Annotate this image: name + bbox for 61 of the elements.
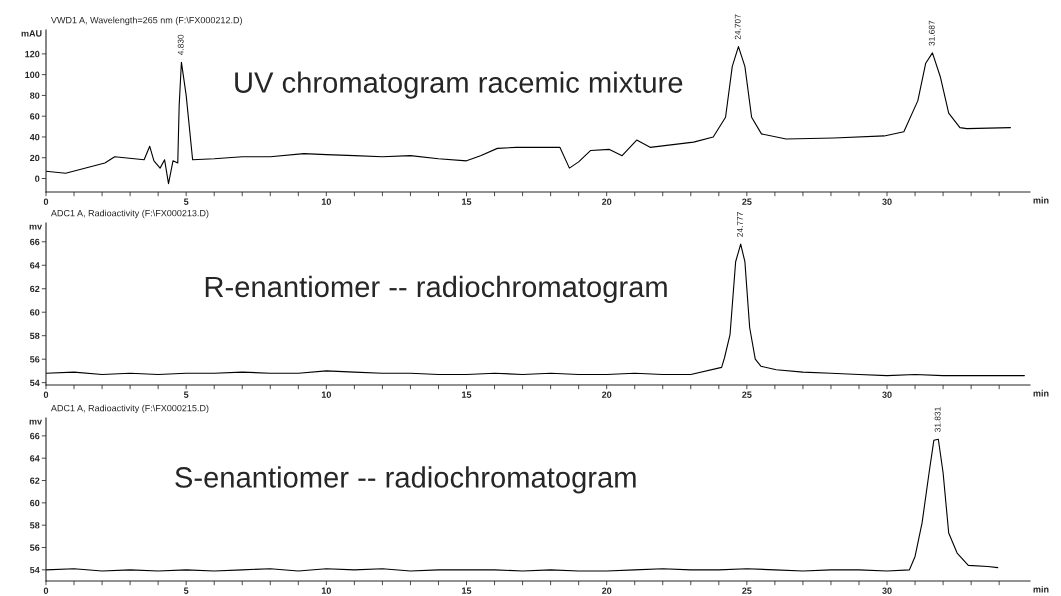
y-tick-label: 56 [29,356,40,363]
x-tick-label: 25 [742,587,752,594]
y-tick-label: 58 [29,522,40,529]
x-tick-label: 20 [601,198,612,205]
x-axis-title: min [1033,585,1049,593]
x-tick-label: 25 [742,391,752,398]
y-tick-label: 0 [35,175,40,182]
annotation: 31.687 [928,20,935,46]
x-tick-label: 15 [462,391,472,398]
y-tick-label: 120 [25,50,40,58]
x-tick-label: 10 [321,587,331,594]
annotation: R-enantiomer -- radiochromatogram [205,275,667,304]
x-tick-label: 30 [882,391,892,398]
annotation: UV chromatogram racemic mixture [235,71,683,99]
y-tick-label: 60 [30,113,40,120]
line-series [46,438,999,572]
x-tick-label: 30 [882,198,892,205]
x-tick-label: 10 [321,391,331,398]
y-tick-label: 54 [29,566,40,574]
line-series [46,243,1025,377]
y-tick-label: 54 [29,379,40,387]
x-tick-label: 0 [43,198,49,205]
x-tick-label: 30 [882,587,892,594]
y-tick-label: 66 [30,432,40,440]
x-tick-label: 20 [601,391,612,398]
y-tick-label: 62 [30,477,40,484]
y-tick-label: 64 [30,455,40,462]
chart-title: ADC1 A, Radioactivity (F:\FX000213.D) [50,209,209,219]
y-tick-label: 56 [29,544,40,551]
annotation: 31.831 [934,407,941,432]
annotation: 24.707 [734,14,741,40]
annotation: 24.777 [737,212,743,237]
x-axis-title: min [1033,196,1049,204]
x-tick-label: 15 [462,587,472,594]
chart-title: ADC1 A, Radioactivity (F:\FX000215.D) [50,404,209,414]
x-tick-label: 5 [183,198,189,205]
x-axis-title: min [1033,389,1049,397]
y-tick-label: 62 [30,285,40,293]
y-axis-title: mAU [21,30,42,37]
chart-title: VWD1 A, Wavelength=265 nm (F:\FX000212.D) [50,16,242,26]
y-tick-label: 58 [29,332,40,340]
x-tick-label: 25 [742,198,752,205]
y-tick-label: 66 [30,238,40,246]
x-tick-label: 0 [43,587,49,594]
y-tick-label: 40 [29,133,40,141]
y-tick-label: 100 [25,71,40,79]
y-tick-label: 60 [30,499,40,507]
y-axis-title: mv [29,224,43,230]
x-tick-label: 5 [183,391,189,398]
y-tick-label: 64 [30,262,40,269]
annotation: S-enantiomer -- radiochromatogram [175,466,636,494]
annotation: 4.830 [177,34,184,56]
y-tick-label: 60 [30,309,40,316]
x-tick-label: 0 [43,391,49,398]
x-tick-label: 15 [462,198,472,205]
x-tick-label: 5 [183,587,189,594]
x-tick-label: 10 [321,198,331,205]
y-tick-label: 80 [30,92,40,99]
y-tick-label: 20 [30,154,40,162]
y-axis-title: mv [29,419,43,425]
x-tick-label: 20 [601,587,612,594]
